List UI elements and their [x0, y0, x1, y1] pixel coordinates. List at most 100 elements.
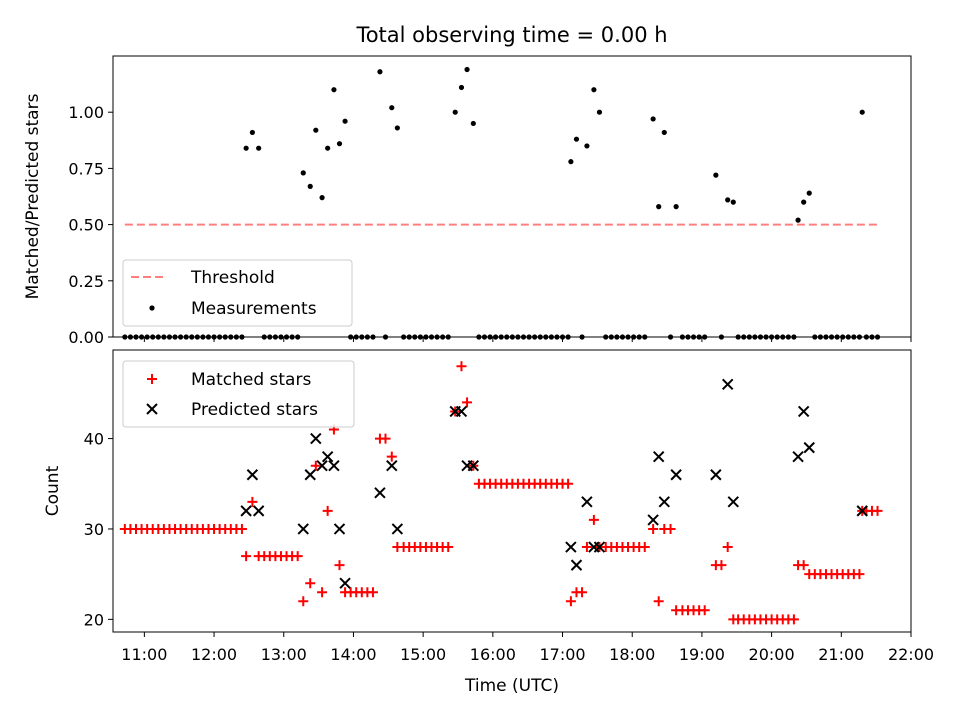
- measurement-point: [851, 334, 857, 340]
- predicted-star-point: [658, 496, 670, 508]
- matched-star-point: [588, 514, 599, 525]
- measurement-point: [172, 334, 178, 340]
- predicted-star-point: [652, 450, 665, 463]
- matched-star-point: [563, 478, 574, 489]
- measurement-point: [122, 334, 128, 340]
- measurement-point: [526, 334, 532, 340]
- measurement-point: [584, 143, 590, 149]
- top-panel: 0.00 0.25 0.50 0.75 1.00 Matched/Predicted st…: [23, 55, 912, 347]
- predicted-star-point: [386, 459, 398, 472]
- matched-star-point: [788, 614, 799, 625]
- matched-star-point: [872, 505, 883, 516]
- measurement-point: [874, 334, 881, 340]
- matched-star-point: [665, 523, 676, 534]
- y-tick-label: 0.00: [68, 328, 104, 347]
- predicted-star-point: [647, 514, 659, 526]
- measurement-point: [178, 334, 184, 340]
- measurement-point: [725, 197, 731, 203]
- measurement-point: [573, 136, 580, 142]
- measurement-point: [364, 334, 370, 340]
- x-axis-label: Time (UTC): [464, 676, 559, 696]
- measurement-point: [183, 334, 189, 340]
- measurement-point: [596, 109, 603, 115]
- measurement-point: [696, 334, 702, 340]
- measurement-point: [812, 334, 818, 340]
- measurement-point: [730, 199, 736, 205]
- matched-star-point: [236, 523, 247, 534]
- x-tick-label: 22:00: [888, 645, 934, 664]
- y-axis-label: Matched/Predicted stars: [23, 93, 43, 299]
- matched-star-point: [716, 560, 727, 571]
- bottom-panel: 11:00 12:00 13:00 14:00 15:00 16:00 17:00 18:00…: [43, 349, 934, 664]
- measurement-point: [667, 334, 674, 340]
- y-tick-label: 1.00: [68, 103, 104, 122]
- matched-star-point: [317, 587, 328, 598]
- measurement-point: [313, 127, 319, 133]
- matched-star-point: [798, 560, 809, 571]
- measurement-point: [233, 334, 239, 340]
- predicted-star-point: [581, 496, 593, 508]
- measurement-point: [801, 199, 807, 205]
- predicted-star-point: [333, 523, 346, 535]
- predicted-star-point: [565, 541, 577, 553]
- y-tick-label: 0.75: [68, 159, 104, 178]
- measurement-point: [319, 195, 325, 201]
- measurement-point: [239, 334, 245, 340]
- measurement-point: [331, 87, 337, 93]
- measurement-point: [359, 334, 365, 340]
- measurement-point: [702, 334, 708, 340]
- y-tick-label: 20: [84, 610, 104, 629]
- matched-star-point: [648, 523, 659, 534]
- figure-title: Total observing time = 0.00 h: [355, 23, 667, 47]
- measurement-point: [377, 69, 383, 75]
- measurement-point: [504, 334, 510, 340]
- measurement-point: [200, 334, 206, 340]
- measurement-point: [631, 334, 637, 340]
- measurement-point: [476, 334, 482, 340]
- measurement-point: [636, 334, 642, 340]
- matched-star-point: [292, 551, 303, 562]
- x-tick-label: 17:00: [539, 645, 585, 664]
- measurement-point: [856, 334, 863, 340]
- measurement-point: [353, 334, 359, 340]
- predicted-star-point: [721, 378, 734, 391]
- measurement-point: [840, 334, 846, 340]
- matched-star-point: [854, 569, 865, 580]
- measurement-point: [554, 334, 560, 340]
- predicted-star-point: [246, 469, 259, 481]
- matched-star-point: [581, 542, 592, 553]
- measurement-point: [150, 334, 156, 340]
- measurement-point: [417, 334, 423, 340]
- measurement-point: [336, 141, 343, 147]
- measurement-point: [579, 334, 585, 340]
- measurement-point: [673, 204, 679, 210]
- predicted-star-point: [339, 577, 351, 589]
- measurement-point: [445, 334, 451, 340]
- matched-star-point: [722, 542, 733, 553]
- predicted-star-point: [304, 469, 316, 481]
- measurement-point: [228, 334, 234, 340]
- measurement-point: [543, 334, 549, 340]
- measurement-point: [423, 334, 429, 340]
- legend-matched-label: Matched stars: [191, 370, 311, 390]
- measurement-point: [532, 334, 538, 340]
- matched-star-point: [298, 596, 309, 607]
- y-tick-label: 40: [84, 430, 104, 449]
- predicted-star-point: [374, 487, 386, 499]
- measurement-point: [133, 334, 139, 340]
- predicted-star-point: [467, 459, 480, 472]
- matched-star-point: [443, 542, 454, 553]
- measurement-point: [780, 334, 786, 340]
- y-tick-label: 30: [84, 520, 104, 539]
- legend-predicted-label: Predicted stars: [191, 400, 318, 420]
- measurement-point: [211, 334, 217, 340]
- matched-star-point: [462, 397, 473, 408]
- measurement-point: [272, 334, 278, 340]
- x-tick-label: 15:00: [400, 645, 446, 664]
- predicted-star-point: [455, 405, 468, 418]
- measurement-point: [806, 190, 812, 196]
- measurement-point: [619, 334, 626, 340]
- measurement-point: [769, 334, 775, 340]
- measurement-point: [656, 204, 662, 210]
- measurement-point: [205, 334, 212, 340]
